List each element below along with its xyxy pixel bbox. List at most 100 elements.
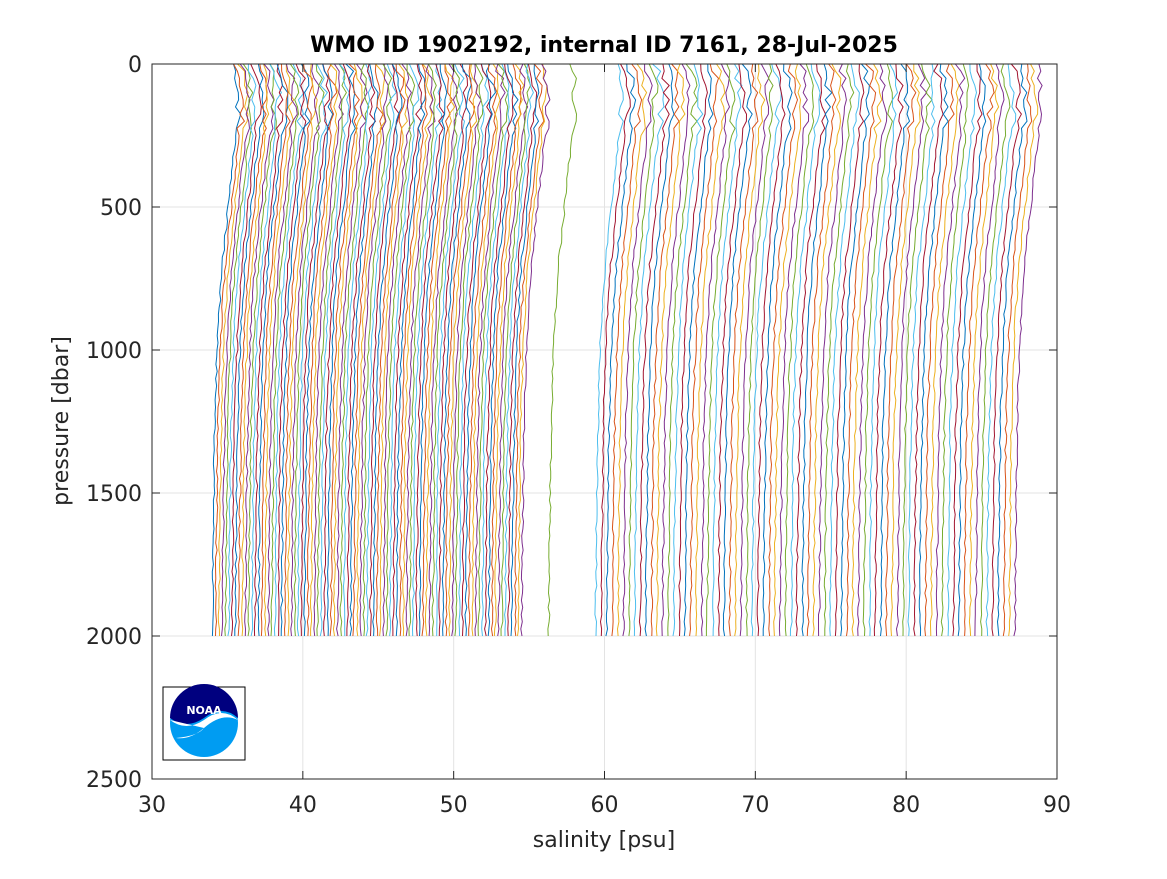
profile-line [806,63,837,637]
profile-line [471,63,501,637]
profile-line [907,63,936,637]
profile-line [458,63,489,637]
profile-line [1002,63,1033,637]
profile-line [369,63,400,637]
profile-line [402,63,434,637]
profile-line [385,64,416,637]
profile-line [359,63,389,637]
profile-line [689,63,720,637]
profile-line [326,63,356,637]
noaa-logo: NOAA [162,684,246,761]
profile-line [756,63,786,637]
x-tick-label: 90 [1043,793,1071,818]
profile-line [356,63,386,637]
profile-line [421,63,454,637]
y-tick-label: 0 [128,53,142,78]
profile-line [490,63,522,637]
profile-line [873,63,904,637]
profile-line [672,63,704,637]
profile-line [253,63,284,637]
profile-line [1008,63,1039,637]
logo-wave [170,713,238,739]
profile-line [379,63,410,637]
profile-line [768,63,799,637]
profile-line [273,63,305,637]
profile-line [778,63,810,637]
profile-line [451,63,482,637]
profile-line [234,63,265,636]
profile-line [342,63,373,637]
profile-line [214,63,246,637]
profile-line [517,63,548,637]
y-tick-label: 2000 [86,625,142,650]
profile-line [399,63,428,637]
profile-line [346,63,377,636]
profile-line [902,63,933,637]
profile-line [211,63,242,637]
profile-line [290,63,320,637]
profile-line [762,63,793,636]
profile-line [395,63,427,637]
profile-line [638,63,670,637]
profile-line [991,63,1022,637]
profile-line [594,63,624,637]
profile-line [745,63,774,637]
profile-line [362,63,393,637]
profile-line [616,63,648,637]
profile-line [734,63,766,637]
y-tick-label: 2500 [86,768,142,793]
profile-line [448,63,479,637]
profile-line [283,63,313,637]
profile-line [661,63,691,637]
profile-line [611,63,643,637]
profile-line [408,63,437,637]
logo-top [170,684,238,724]
profile-line [789,63,821,637]
profile-line [547,63,578,637]
x-axis-label: salinity [psu] [533,828,675,853]
profile-line [339,63,370,637]
profile-line [739,63,770,637]
y-axis-label: pressure [dbar] [49,336,74,506]
profile-line [425,63,456,637]
x-tick-label: 70 [741,793,769,818]
profiles [211,63,1043,637]
profile-line [270,63,300,637]
profile-line [895,63,928,637]
profile-line [487,63,519,637]
profile-line [773,63,802,637]
profile-line [868,63,899,637]
profile-line [444,63,476,637]
profile-line [438,63,469,637]
profile-line [296,63,329,637]
profile-line [481,63,510,637]
profile-line [890,64,921,637]
profile-line [237,63,268,637]
profile-line [332,63,363,637]
profile-line [217,63,249,637]
chart-title: WMO ID 1902192, internal ID 7161, 28-Jul… [310,33,898,58]
profile-line [484,63,515,637]
profile-line [267,63,298,637]
profile-line [968,63,1000,637]
profile-line [918,63,949,637]
profile-line [683,63,714,637]
profile-line [454,63,484,637]
profile-line [405,63,436,637]
profile-line [510,63,540,637]
profile-line [316,63,347,637]
profile-line [644,63,675,637]
profile-line [784,63,815,637]
profile-line [823,63,855,636]
profile-line [224,63,254,637]
profile-line [628,63,659,637]
y-tick-label: 1000 [86,339,142,364]
profile-line [633,63,665,637]
profile-line [392,63,423,636]
profile-line [227,64,257,637]
profile-line [952,63,983,637]
profile-line [599,63,631,637]
x-tick-label: 80 [892,793,920,818]
profile-line [507,63,538,637]
profile-line [504,63,534,636]
